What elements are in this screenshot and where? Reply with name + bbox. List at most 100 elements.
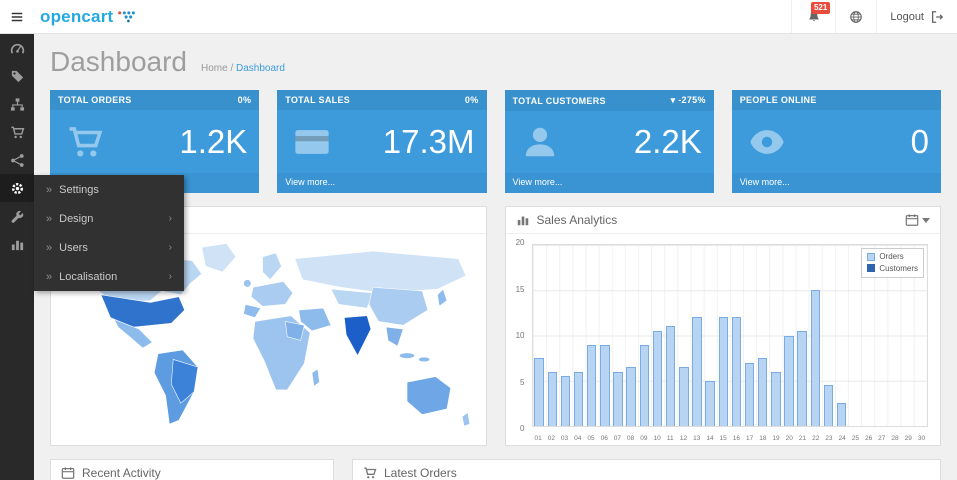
- submenu-arrow-icon: »: [46, 183, 53, 196]
- x-tick-label: 22: [812, 435, 820, 442]
- submenu-item-design[interactable]: » Design ›: [34, 204, 184, 233]
- bar-07[interactable]: [611, 245, 624, 426]
- brand-cart-dots-icon: [117, 10, 137, 23]
- x-tick-label: 28: [891, 435, 899, 442]
- bar-10[interactable]: [651, 245, 664, 426]
- bar-16[interactable]: [730, 245, 743, 426]
- bar-13[interactable]: [690, 245, 703, 426]
- bar-segment-orders: [731, 317, 742, 426]
- tile-header: TOTAL SALES 0%: [277, 90, 487, 110]
- x-tick-label: 17: [745, 435, 754, 442]
- bar-12[interactable]: [677, 245, 690, 426]
- calendar-icon: [905, 213, 919, 227]
- bar-20[interactable]: [782, 245, 795, 426]
- sidebar-item-reports[interactable]: [0, 230, 34, 258]
- breadcrumb-home[interactable]: Home: [200, 63, 228, 74]
- chart-x-labels: 01 02 03 04 05 06 07 08 09 10 11 12 13 14 15 16 17 18 19 20…: [532, 435, 929, 442]
- bar-21[interactable]: [796, 245, 809, 426]
- bar-01[interactable]: [533, 245, 546, 426]
- sidebar-item-dashboard[interactable]: [0, 34, 34, 62]
- tile-body: 2.2K: [505, 111, 714, 173]
- bar-02[interactable]: [546, 245, 559, 426]
- bar-23[interactable]: [822, 245, 835, 426]
- view-more-link[interactable]: View more...: [504, 173, 714, 193]
- navbar-actions: 521 Logout: [791, 0, 957, 33]
- bar-11[interactable]: [664, 245, 677, 426]
- bar-segment-orders: [652, 330, 663, 426]
- alerts-button[interactable]: 521: [791, 0, 835, 33]
- bar-09[interactable]: [638, 245, 651, 426]
- x-tick-label: 21: [798, 435, 807, 442]
- tag-icon: [10, 69, 25, 84]
- submenu-item-settings[interactable]: » Settings: [34, 175, 184, 204]
- y-tick-label: 20: [515, 238, 525, 247]
- tile-header: PEOPLE ONLINE: [731, 90, 941, 110]
- recent-activity-header: Recent Activity: [51, 460, 333, 480]
- view-more-link[interactable]: View more...: [277, 173, 487, 193]
- sidebar-item-sales[interactable]: [0, 118, 34, 146]
- bar-22[interactable]: [809, 245, 822, 426]
- user-icon: [517, 123, 563, 161]
- x-tick-label: 14: [706, 435, 714, 442]
- submenu-arrow-icon: »: [46, 241, 53, 254]
- bar-segment-orders: [626, 367, 636, 426]
- legend-label: Customers: [879, 263, 918, 273]
- chevron-right-icon: ›: [168, 271, 172, 282]
- sidebar-item-extensions[interactable]: [0, 90, 34, 118]
- bar-17[interactable]: [743, 245, 756, 426]
- world-map-svg: [68, 243, 471, 427]
- main-content: Dashboard Home / Dashboard TOTAL ORDERS 0…: [34, 34, 957, 480]
- sidebar-item-marketing[interactable]: [0, 146, 34, 174]
- bar-05[interactable]: [585, 245, 598, 426]
- submenu-item-users[interactable]: » Users ›: [34, 233, 184, 262]
- x-tick-label: 16: [732, 435, 740, 442]
- date-range-button[interactable]: [905, 213, 930, 227]
- y-tick-label: 15: [515, 284, 525, 294]
- tile-header: TOTAL ORDERS 0%: [50, 90, 260, 110]
- bar-segment-orders: [560, 376, 571, 426]
- system-submenu: » Settings » Design › » Users › » Localisation ›: [34, 175, 184, 291]
- bar-14[interactable]: [704, 245, 717, 426]
- tile-delta: 0%: [237, 95, 252, 105]
- x-tick-label: 12: [679, 435, 688, 442]
- view-more-link[interactable]: View more...: [731, 173, 941, 193]
- sidebar-item-system[interactable]: [0, 174, 34, 202]
- bar-08[interactable]: [625, 245, 638, 426]
- x-tick-label: 06: [600, 435, 608, 442]
- chart-plot-area: Orders Customers: [531, 244, 928, 427]
- bar-25[interactable]: [848, 245, 861, 426]
- bar-chart-icon: [10, 237, 25, 252]
- menu-toggle-icon[interactable]: [0, 10, 34, 24]
- bar-04[interactable]: [572, 245, 585, 426]
- y-tick-label: 5: [520, 377, 525, 387]
- tile-header: TOTAL CUSTOMERS ▾ -275%: [504, 90, 714, 111]
- brand-logo[interactable]: opencart: [40, 7, 137, 27]
- breadcrumb-current[interactable]: Dashboard: [236, 63, 285, 74]
- submenu-item-localisation[interactable]: » Localisation ›: [34, 262, 184, 291]
- sidebar-item-catalog[interactable]: [0, 62, 34, 90]
- bar-24[interactable]: [835, 245, 848, 426]
- bar-18[interactable]: [756, 245, 769, 426]
- bar-06[interactable]: [598, 245, 611, 426]
- x-tick-label: 25: [851, 435, 859, 442]
- legend-customers: Customers: [867, 263, 918, 275]
- x-tick-label: 29: [904, 435, 912, 442]
- tile-body: 17.3M: [277, 110, 486, 173]
- x-tick-label: 26: [864, 435, 873, 442]
- x-tick-label: 23: [825, 435, 833, 442]
- language-button[interactable]: [835, 0, 876, 33]
- cart-icon: [62, 123, 108, 161]
- logout-button[interactable]: Logout: [876, 0, 957, 33]
- bar-segment-orders: [718, 317, 728, 426]
- bar-19[interactable]: [769, 245, 782, 426]
- bar-03[interactable]: [559, 245, 572, 426]
- latest-orders-header: Latest Orders: [353, 460, 940, 480]
- sidebar-item-tools[interactable]: [0, 202, 34, 230]
- y-tick-label: 0: [520, 424, 525, 433]
- dashboard-icon: [10, 41, 25, 56]
- bar-15[interactable]: [717, 245, 730, 426]
- wrench-icon: [10, 209, 25, 224]
- sales-analytics-title: Sales Analytics: [536, 213, 618, 227]
- x-tick-label: 08: [627, 435, 635, 442]
- tile-total-customers: TOTAL CUSTOMERS ▾ -275% 2.2K View more...: [504, 90, 714, 193]
